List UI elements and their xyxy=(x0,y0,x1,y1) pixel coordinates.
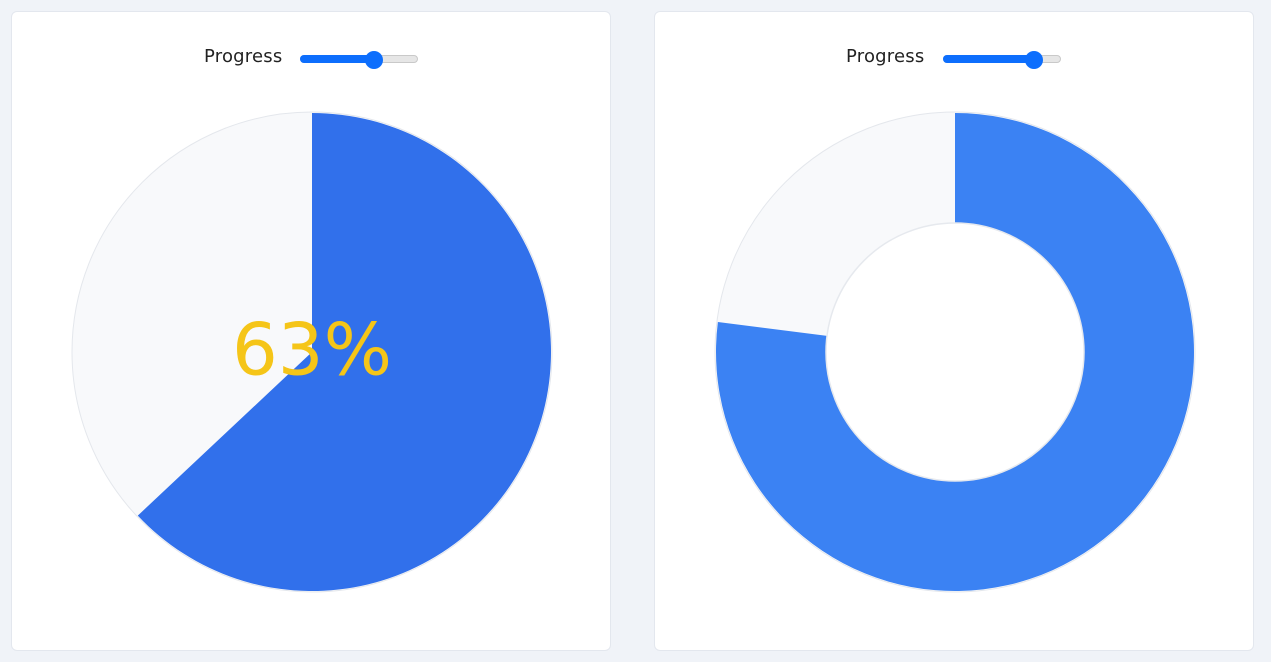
donut-progress-card: Progress xyxy=(654,11,1254,651)
progress-label: Progress xyxy=(204,46,283,67)
donut-hole xyxy=(825,222,1085,482)
percent-label: 63% xyxy=(232,308,392,392)
progress-control: Progress xyxy=(655,45,1253,71)
progress-slider[interactable] xyxy=(943,51,1061,69)
pie-progress-card: Progress 63% xyxy=(11,11,611,651)
donut-chart xyxy=(714,111,1196,593)
slider-thumb[interactable] xyxy=(1024,51,1043,69)
slider-thumb[interactable] xyxy=(365,51,384,69)
slider-fill xyxy=(943,55,1034,63)
donut-progress-arc xyxy=(716,113,1194,591)
progress-control: Progress xyxy=(12,45,610,71)
progress-slider[interactable] xyxy=(300,51,418,69)
progress-label: Progress xyxy=(846,46,925,67)
slider-fill xyxy=(300,55,375,63)
pie-chart: 63% xyxy=(71,111,553,593)
pie-progress-slice xyxy=(137,113,551,591)
